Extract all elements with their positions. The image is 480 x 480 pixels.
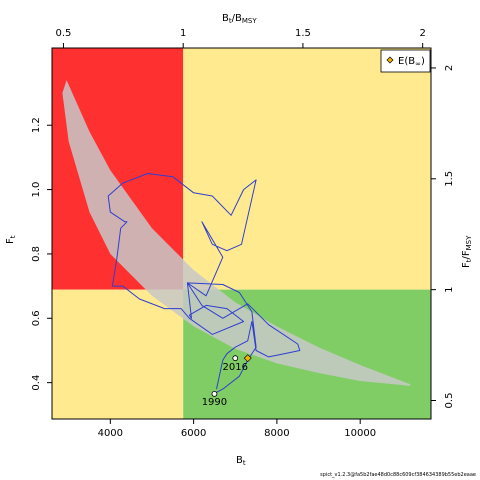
top-axis-title-mid: /B [232,13,242,24]
y-tick-label: 0.8 [31,246,42,262]
y-tick-label: 0.6 [31,310,42,326]
y-tick-label: 1.2 [31,117,42,133]
stock-status-zones [52,48,431,419]
legend-expected-marker [386,56,394,64]
top-axis-title-main: B [222,13,229,24]
trajectory [107,173,301,393]
top-tick-label: 2 [419,28,425,39]
x-tick-label: 6000 [181,428,206,439]
top-tick-label: 1.5 [295,28,311,39]
legend: E(B∞) [380,49,431,73]
right-tick-label: 0.5 [444,393,455,409]
trajectory-line [107,173,301,393]
y-axis-title: Ft [5,235,17,244]
legend-box [380,49,431,73]
version-footer: spict_v1.2.3@fa5b2fae48d0c88c609cf384634… [320,472,476,478]
end-point [232,355,239,362]
top-tick-label: 0.5 [56,28,72,39]
points: 1990 2016 [202,354,252,408]
legend-label: E(B∞) [398,56,425,68]
x-tick-label: 10000 [344,428,376,439]
top-axis-title-sub1: t [229,17,232,25]
x-axis-title: Bt [236,455,246,467]
right-axis-title-mid: /F [461,250,472,259]
right-axis-title-sub2: MSY [465,235,473,250]
y-axis-title-sub: t [9,235,17,238]
top-tick-label: 1 [180,28,186,39]
right-tick-label: 1 [444,286,455,292]
x-axis-title-sub: t [243,459,246,467]
x-tick-label: 4000 [98,428,123,439]
y-tick-label: 1.0 [31,182,42,198]
right-axis-title-sub1: t [465,259,473,262]
y-axis-title-main: F [5,238,16,244]
zone-yellow-bottom [52,289,184,419]
legend-label-main: E(B [398,56,415,67]
right-axis-title: Ft/FMSY [461,235,473,268]
legend-label-end: ) [421,56,425,67]
expected-point [243,354,252,363]
legend-label-sub: ∞ [415,60,421,68]
end-point-label: 2016 [223,362,248,373]
x-axis-title-main: B [236,455,243,466]
top-axis-title: Bt/BMSY [222,13,257,25]
x-tick-label: 8000 [264,428,289,439]
right-tick-label: 1.5 [444,171,455,187]
y-tick-label: 0.4 [31,375,42,391]
axes: 4000 6000 8000 10000 0.4 0.6 0.8 1.0 1.2 0.5 1 1.5 2… [31,28,455,439]
top-axis-title-sub2: MSY [242,17,257,25]
plot-frame [51,47,432,420]
right-axis-title-main: F [461,262,472,268]
right-tick-label: 2 [444,65,455,71]
start-point-label: 1990 [202,397,227,408]
start-point [211,391,218,397]
